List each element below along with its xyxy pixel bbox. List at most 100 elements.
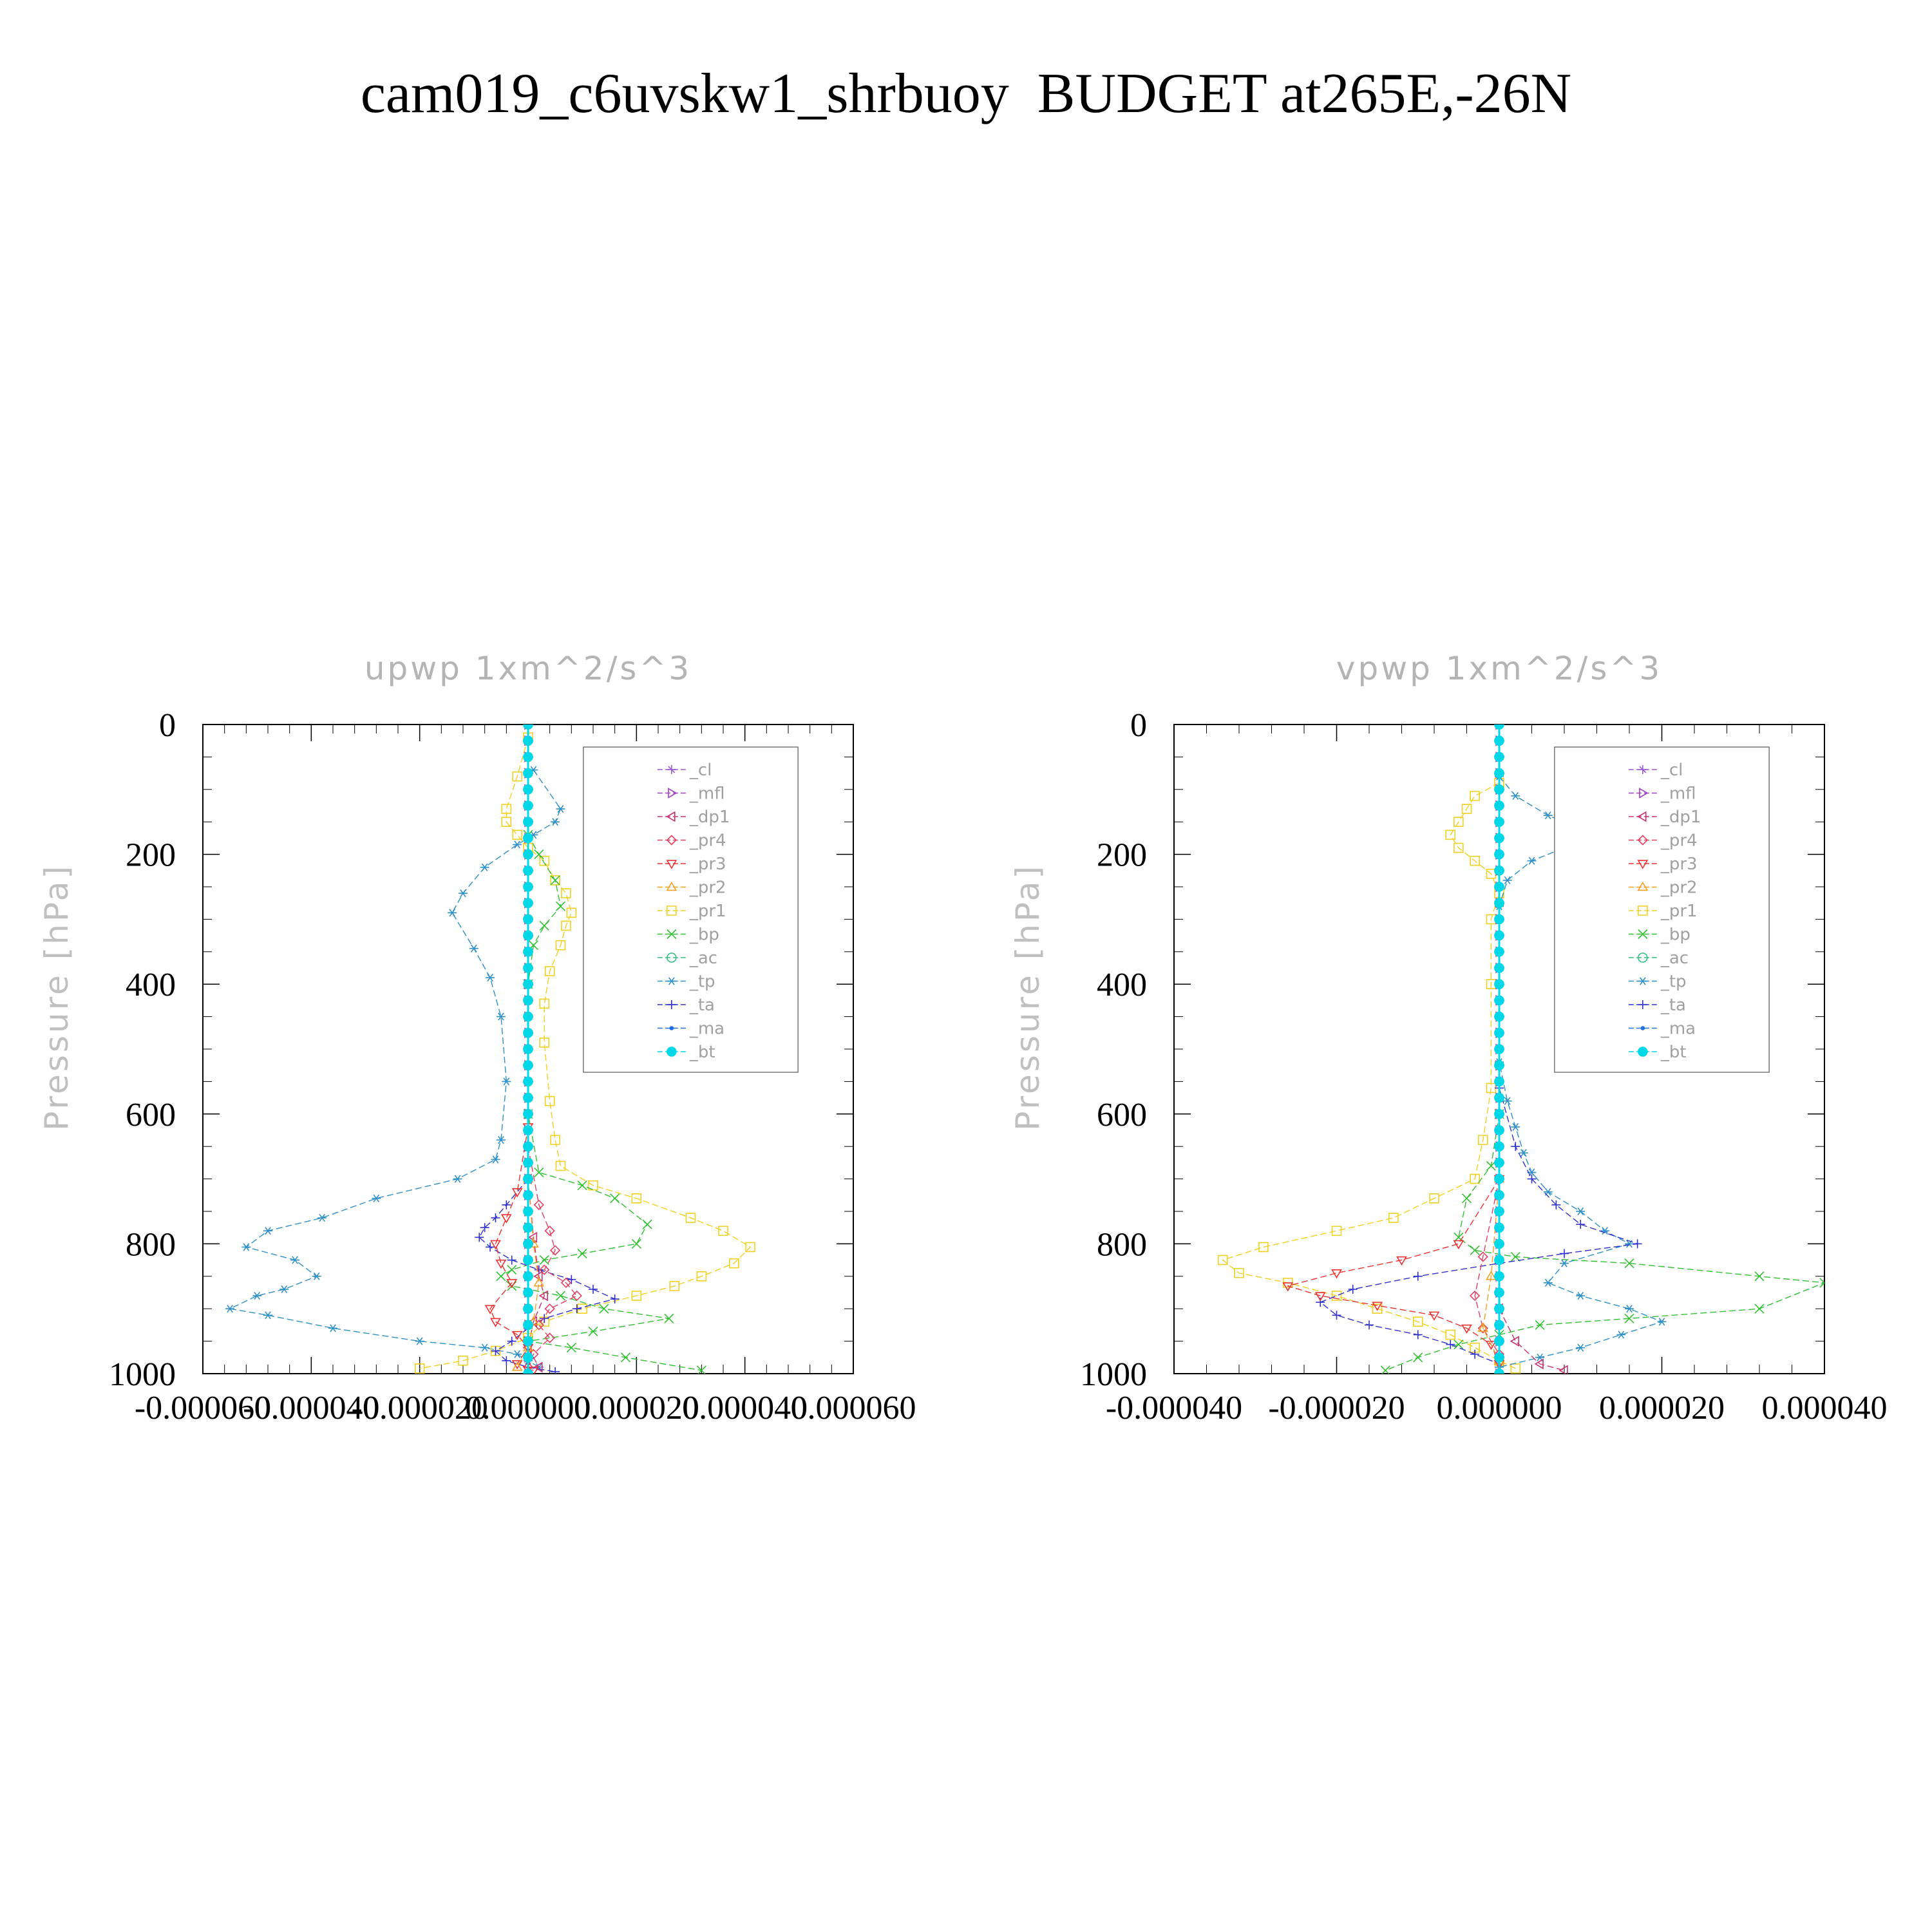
x-tick-label: -0.000040 [243, 1390, 379, 1426]
data-point [511, 1331, 523, 1341]
data-point [544, 1332, 555, 1343]
data-point [263, 1227, 272, 1235]
data-point [1511, 1142, 1520, 1151]
data-point [1331, 1226, 1342, 1236]
data-point [414, 1363, 425, 1374]
data-point [610, 1294, 620, 1304]
legend-item: _pr2 [1628, 878, 1698, 898]
data-point [533, 1277, 545, 1287]
legend-label: _pr3 [1660, 855, 1698, 874]
series-line [489, 1126, 534, 1371]
data-point [372, 1194, 381, 1202]
series-bt [523, 724, 533, 1374]
legend-item: _pr1 [1628, 902, 1698, 921]
data-point [523, 963, 533, 973]
data-point [1527, 1174, 1537, 1184]
data-point [523, 979, 533, 989]
data-point [523, 995, 533, 1006]
series-line [1286, 1179, 1500, 1365]
data-point [1494, 882, 1504, 892]
data-point [539, 1316, 550, 1327]
data-point [1616, 1331, 1626, 1339]
legend-item: _ma [657, 1019, 724, 1039]
legend-label: _mfl [689, 784, 725, 804]
data-point [507, 1336, 516, 1346]
data-point [459, 889, 468, 898]
data-point [539, 1264, 550, 1275]
data-point [1461, 1193, 1472, 1204]
data-point [1494, 1076, 1504, 1087]
data-point [1494, 1368, 1504, 1374]
data-point [561, 920, 571, 931]
series-line [527, 1179, 545, 1368]
legend-item: _dp1 [1628, 808, 1701, 827]
legend-marker [669, 1026, 674, 1030]
data-point [523, 1206, 533, 1217]
data-point [1494, 833, 1504, 844]
series-line [1474, 1179, 1500, 1355]
data-point [490, 1240, 501, 1249]
data-point [1494, 1320, 1504, 1331]
data-point [523, 735, 533, 746]
data-point [469, 944, 478, 952]
data-point [1527, 857, 1537, 865]
legend-item: _dp1 [657, 808, 730, 827]
data-point [1494, 849, 1504, 860]
data-point [480, 1223, 489, 1233]
data-point [566, 1343, 576, 1353]
data-point [480, 1343, 489, 1352]
data-point [1494, 784, 1504, 795]
data-point [490, 1318, 501, 1327]
data-point [523, 1255, 533, 1265]
data-point [1502, 876, 1512, 885]
data-point [523, 1352, 533, 1363]
data-point [1494, 1238, 1504, 1249]
data-point [549, 1245, 561, 1256]
legend-item: _pr3 [1628, 855, 1698, 874]
data-point [1314, 1292, 1326, 1302]
data-point [312, 1272, 321, 1280]
data-point [328, 1324, 337, 1332]
legend-item: _mfl [657, 784, 725, 804]
legend-box [1554, 746, 1770, 1073]
data-point [1558, 1365, 1568, 1374]
data-point [534, 1265, 544, 1274]
data-point [523, 784, 533, 795]
legend-marker [1637, 811, 1647, 822]
data-point [523, 1028, 533, 1038]
data-point [486, 1242, 495, 1252]
data-point [523, 866, 533, 876]
figure-title: cam019_c6uvskw1_shrbuoy BUDGET at265E,-2… [360, 62, 1572, 125]
data-point [491, 1346, 500, 1356]
data-point [513, 1350, 522, 1358]
data-point [1494, 768, 1504, 779]
legend-item: _bt [657, 1043, 715, 1062]
data-point [1494, 1255, 1504, 1265]
legend-marker [1640, 1026, 1645, 1030]
data-point [1316, 1298, 1325, 1307]
data-point [480, 863, 489, 871]
legend-marker [666, 811, 676, 822]
data-point [1494, 914, 1504, 925]
data-point [415, 1337, 424, 1345]
data-point [523, 1287, 533, 1298]
data-point [1494, 1222, 1504, 1233]
data-point [496, 1271, 506, 1282]
legend-marker [1638, 952, 1648, 963]
legend-label: _pr4 [1660, 831, 1698, 851]
data-point [496, 1136, 506, 1144]
data-point [1470, 855, 1480, 866]
data-point [540, 1314, 549, 1323]
data-point [1470, 1245, 1480, 1256]
legend-marker [667, 1000, 676, 1009]
data-point [1534, 1358, 1544, 1370]
data-point [1494, 1125, 1504, 1135]
data-point [1494, 1352, 1504, 1363]
data-point [523, 768, 533, 779]
data-point [511, 1188, 523, 1198]
legend-label: _cl [1660, 761, 1683, 780]
data-point [1657, 1318, 1667, 1326]
data-point [507, 1255, 516, 1265]
legend-label: _pr2 [689, 878, 726, 898]
data-point [631, 1238, 641, 1249]
